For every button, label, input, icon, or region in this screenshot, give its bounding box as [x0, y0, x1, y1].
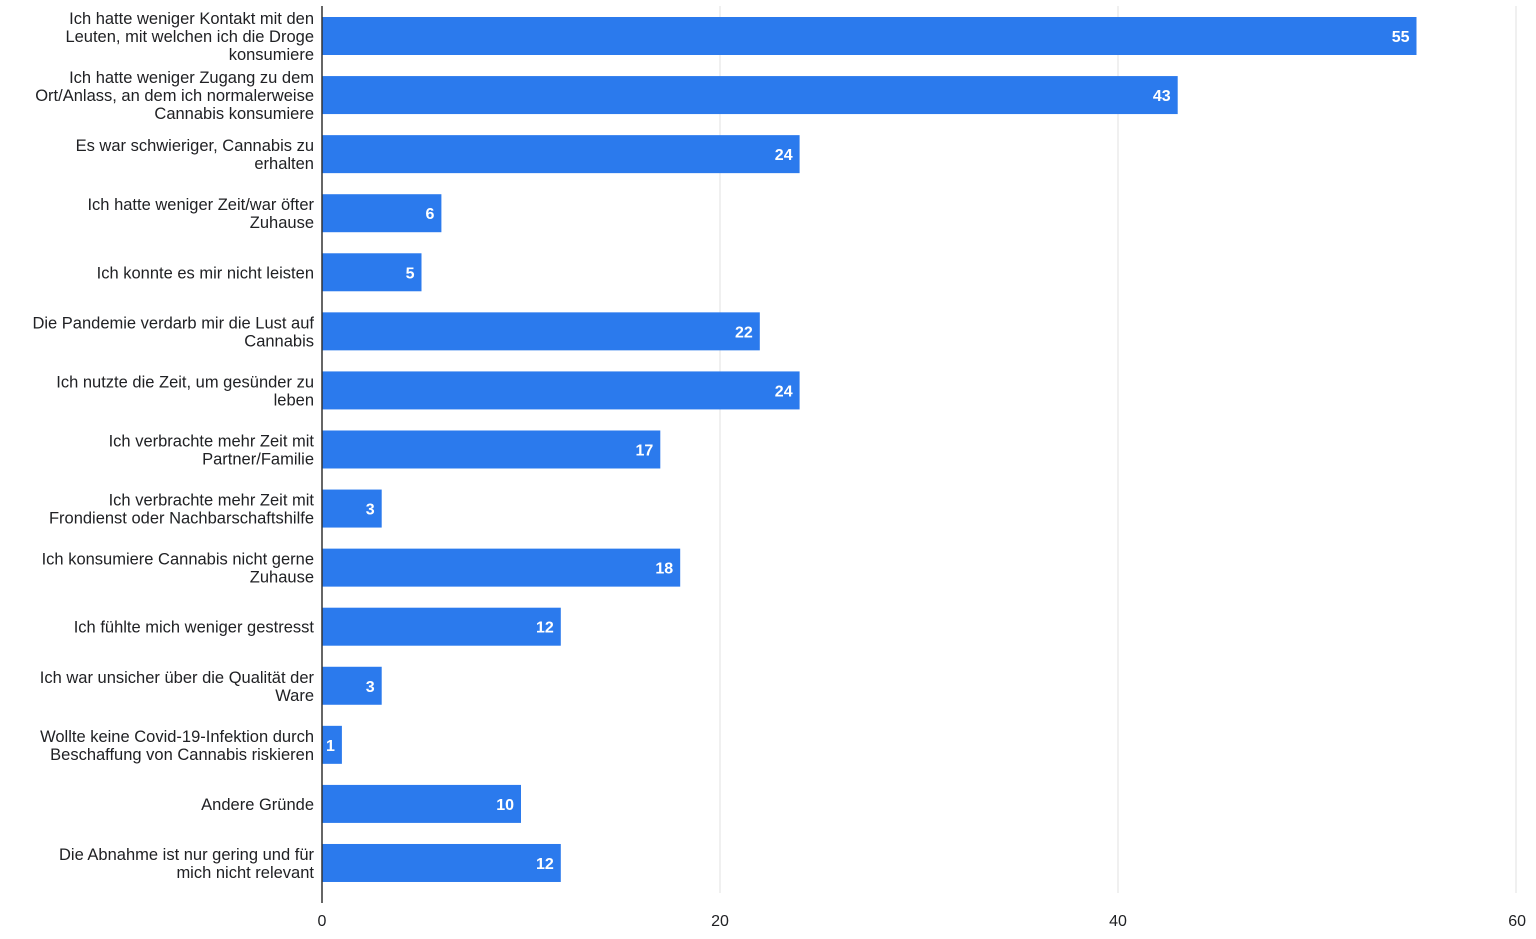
- category-label: Ich konnte es mir nicht leisten: [97, 264, 314, 282]
- category-label: Ich verbrachte mehr Zeit mit Partner/Fami…: [109, 432, 315, 468]
- data-label: 12: [536, 856, 554, 873]
- data-label: 6: [425, 206, 434, 223]
- category-label: Ich verbrachte mehr Zeit mit Frondienst o…: [49, 492, 314, 528]
- bar: [322, 725, 342, 764]
- data-label: 55: [1392, 29, 1410, 46]
- x-tick-label: 60: [1508, 913, 1526, 930]
- x-axis-ticks: 0 20 40 60: [318, 913, 1527, 930]
- category-label: Ich hatte weniger Zeit/war öfter Zuhause: [87, 196, 314, 232]
- category-label: Es war schwieriger, Cannabis zu erhalten: [76, 137, 314, 173]
- bar: [322, 430, 661, 469]
- bar: [322, 312, 760, 351]
- x-tick-label: 0: [318, 913, 327, 930]
- category-label: Ich konsumiere Cannabis nicht gerne Zuhau…: [42, 551, 314, 587]
- data-label: 12: [536, 620, 554, 637]
- data-label: 43: [1153, 88, 1171, 105]
- category-label: Andere Gründe: [201, 796, 314, 814]
- data-label: 24: [775, 147, 793, 164]
- category-label: Wollte keine Covid-19-Infektion durch Bes…: [40, 728, 314, 764]
- category-labels: Ich hatte weniger Kontakt mit den Leuten,…: [32, 10, 314, 882]
- data-label: 3: [366, 679, 375, 696]
- category-label: Ich fühlte mich weniger gestresst: [74, 619, 315, 637]
- data-label: 22: [735, 324, 753, 341]
- category-label: Ich hatte weniger Kontakt mit den Leuten,…: [65, 10, 314, 64]
- bar: [322, 76, 1178, 115]
- value-labels: 55 43 24 6 5 22 24 17 3 18 12 3 1 10 12: [326, 29, 1410, 873]
- bar: [322, 371, 800, 410]
- data-label: 1: [326, 738, 335, 755]
- bar: [322, 135, 800, 174]
- data-label: 3: [366, 502, 375, 519]
- bars: [322, 17, 1417, 882]
- bar: [322, 666, 382, 705]
- data-label: 10: [496, 797, 514, 814]
- data-label: 24: [775, 383, 793, 400]
- category-label: Die Abnahme ist nur gering und für mich n…: [59, 846, 314, 882]
- category-label: Die Pandemie verdarb mir die Lust auf Can…: [32, 314, 314, 350]
- category-label: Ich hatte weniger Zugang zu dem Ort/Anlas…: [35, 69, 314, 123]
- category-label: Ich war unsicher über die Qualität der Wa…: [40, 669, 315, 705]
- gridlines: [719, 6, 1517, 893]
- category-label: Ich nutzte die Zeit, um gesünder zu leben: [56, 373, 314, 409]
- bar: [322, 489, 382, 528]
- data-label: 17: [636, 442, 654, 459]
- data-label: 18: [655, 561, 673, 578]
- bar: [322, 607, 561, 646]
- bar: [322, 17, 1417, 55]
- bar: [322, 194, 442, 233]
- bar: [322, 548, 681, 587]
- bar: [322, 843, 561, 882]
- bar: [322, 253, 422, 292]
- x-tick-label: 40: [1109, 913, 1127, 930]
- data-label: 5: [406, 265, 415, 282]
- bar: [322, 784, 521, 823]
- x-tick-label: 20: [711, 913, 729, 930]
